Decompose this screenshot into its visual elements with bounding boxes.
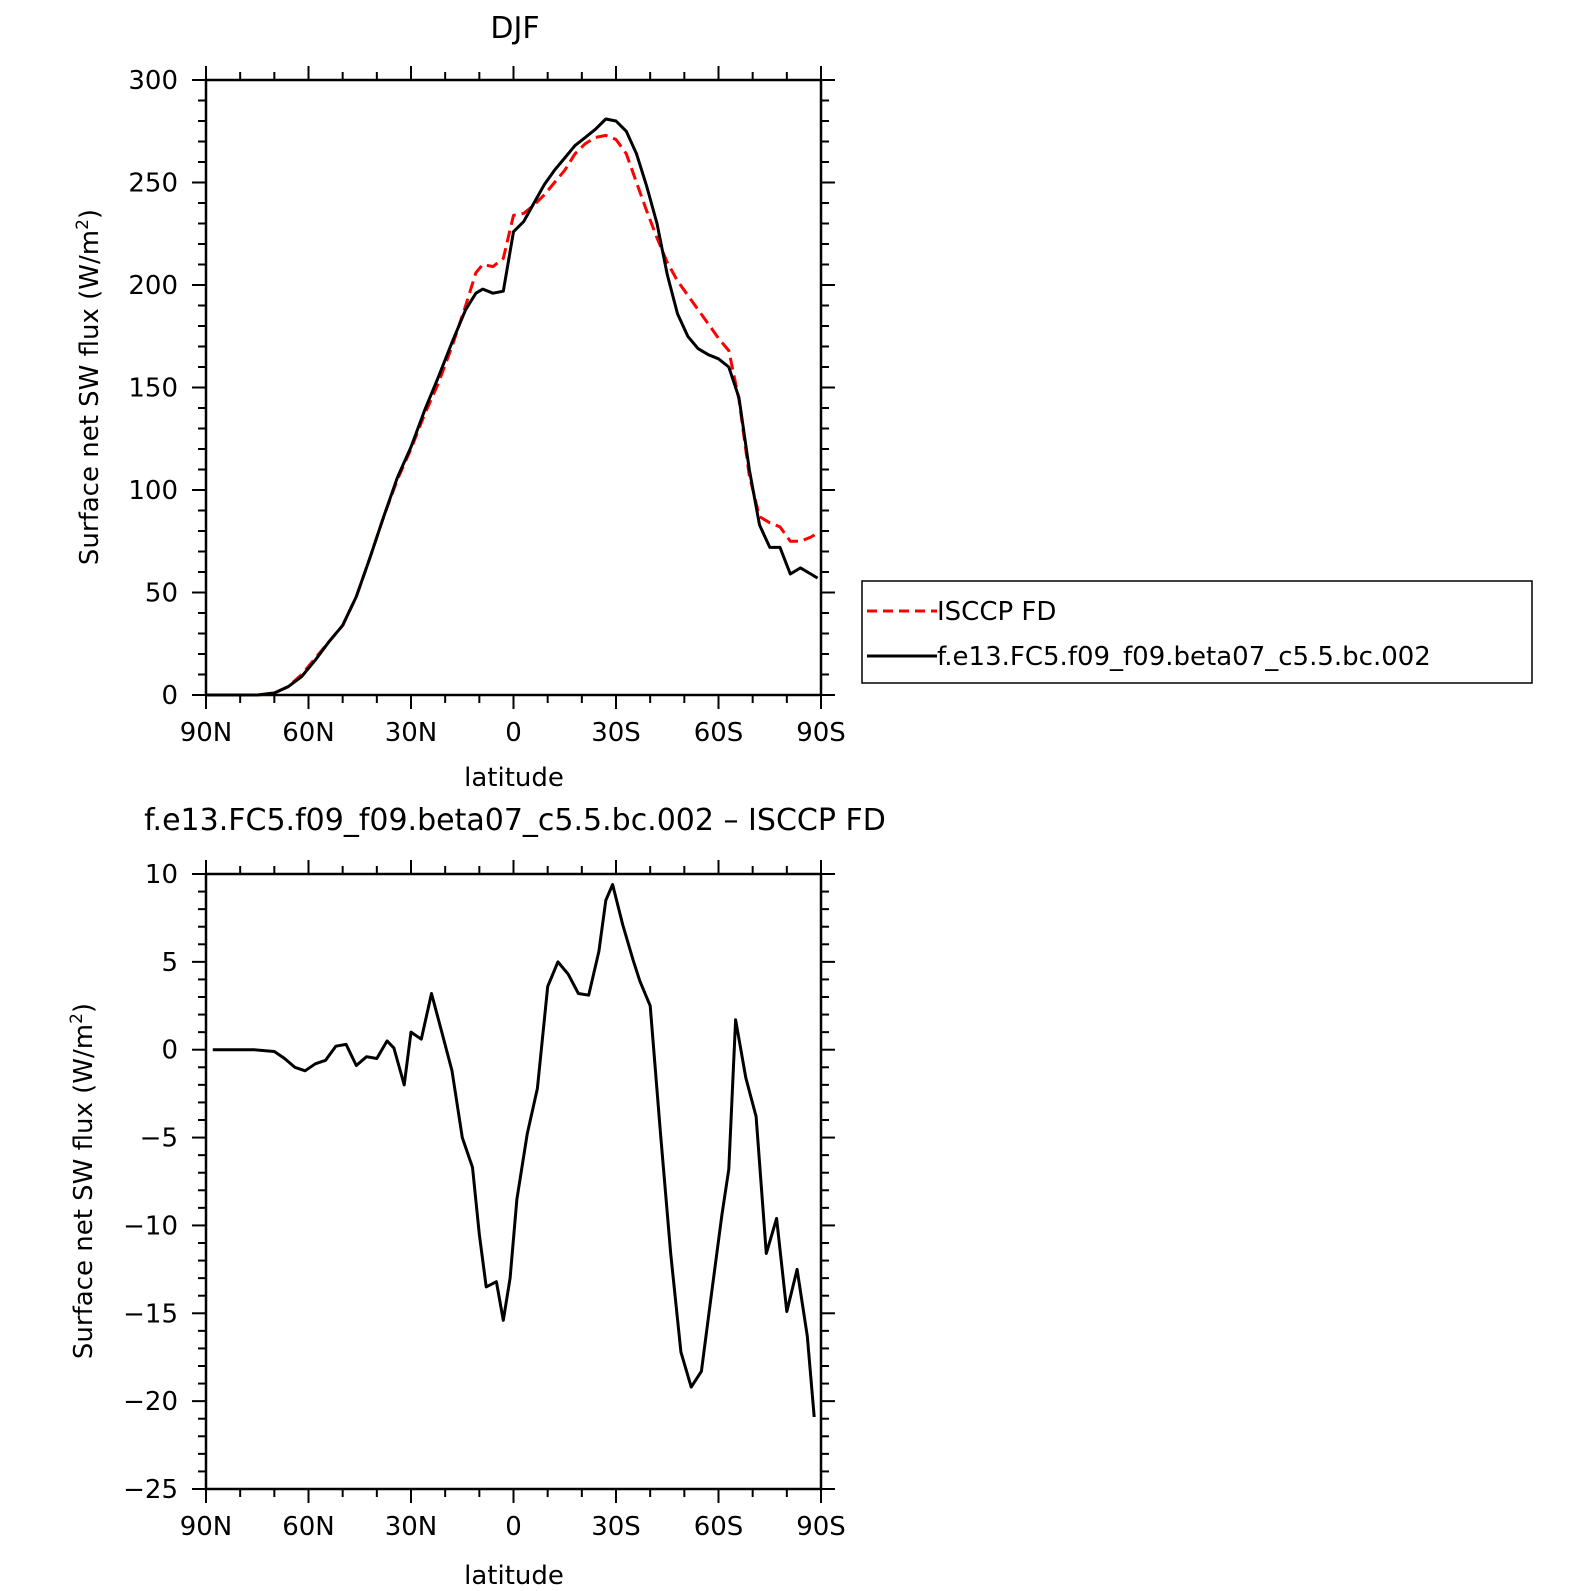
bottom-y-tick-label: −20: [123, 1387, 178, 1417]
bottom-ticks: 90N 60N 30N 0 30S 60S 90S −25 −20 −15 −10 −5 0 5 10: [123, 860, 846, 1542]
top-ticks: 90N 60N 30N 0 30S 60S 90S 0 50 100 150 200 250 300: [128, 66, 846, 748]
top-x-tick-label: 0: [505, 718, 522, 748]
top-x-tick-label: 90S: [796, 718, 846, 748]
legend-box: [861, 580, 1533, 684]
legend-label-model: f.e13.FC5.f09_f09.beta07_c5.5.bc.002: [937, 642, 1431, 672]
top-y-axis-title: Surface net SW flux (W/m2): [73, 209, 105, 565]
legend-label-isccp: ISCCP FD: [937, 597, 1056, 627]
bottom-x-tick-label: 30S: [591, 1512, 641, 1542]
top-title: DJF: [490, 11, 539, 46]
bottom-y-tick-label: −15: [123, 1299, 178, 1329]
bottom-y-tick-label: −25: [123, 1475, 178, 1505]
bottom-title: f.e13.FC5.f09_f09.beta07_c5.5.bc.002 – I…: [144, 803, 886, 838]
top-x-tick-label: 90N: [180, 718, 233, 748]
top-y-tick-label: 150: [128, 374, 178, 404]
top-y-tick-label: 50: [145, 579, 178, 609]
top-series-line-1: [206, 117, 819, 697]
bottom-x-tick-label: 60S: [694, 1512, 744, 1542]
bottom-series: [212, 883, 816, 1418]
legend: ISCCP FD f.e13.FC5.f09_f09.beta07_c5.5.b…: [861, 580, 1533, 684]
bottom-y-tick-label: −5: [140, 1124, 178, 1154]
top-x-tick-label: 30N: [385, 718, 438, 748]
top-x-tick-label: 60N: [282, 718, 335, 748]
bottom-x-tick-label: 60N: [282, 1512, 335, 1542]
top-x-axis-title: latitude: [464, 763, 564, 793]
bottom-y-axis-title: Surface net SW flux (W/m2): [67, 1003, 99, 1359]
top-panel: DJF 90N 60N 30N 0 30S 60S 90S 0 50 100 150 200 250 30…: [73, 11, 846, 793]
bottom-y-tick-label: −10: [123, 1211, 178, 1241]
bottom-y-tick-label: 0: [161, 1036, 178, 1066]
top-y-tick-label: 100: [128, 476, 178, 506]
top-x-tick-label: 30S: [591, 718, 641, 748]
bottom-y-tick-label: 5: [161, 948, 178, 978]
top-y-axis-title-main: Surface net SW flux (W/m: [75, 230, 105, 565]
bottom-y-axis-title-sup: 2: [67, 1013, 87, 1024]
bottom-x-tick-label: 90S: [796, 1512, 846, 1542]
top-y-tick-label: 300: [128, 66, 178, 96]
top-series-line-0: [206, 133, 819, 697]
bottom-x-axis-title: latitude: [464, 1561, 564, 1591]
top-y-tick-label: 200: [128, 271, 178, 301]
bottom-x-tick-label: 90N: [180, 1512, 233, 1542]
top-x-tick-label: 60S: [694, 718, 744, 748]
bottom-y-tick-label: 10: [145, 860, 178, 890]
bottom-series-line-0: [212, 883, 816, 1418]
bottom-y-axis-title-suffix: ): [69, 1003, 99, 1013]
bottom-panel: f.e13.FC5.f09_f09.beta07_c5.5.bc.002 – I…: [67, 803, 886, 1591]
top-y-tick-label: 250: [128, 169, 178, 199]
bottom-y-axis-title-main: Surface net SW flux (W/m: [69, 1024, 99, 1359]
top-y-axis-title-suffix: ): [75, 209, 105, 219]
top-series: [206, 117, 819, 697]
top-plot-frame: [204, 78, 823, 697]
bottom-x-tick-label: 30N: [385, 1512, 438, 1542]
bottom-x-tick-label: 0: [505, 1512, 522, 1542]
top-y-tick-label: 0: [161, 681, 178, 711]
bottom-plot-frame: [204, 872, 823, 1491]
top-y-axis-title-sup: 2: [73, 219, 93, 230]
